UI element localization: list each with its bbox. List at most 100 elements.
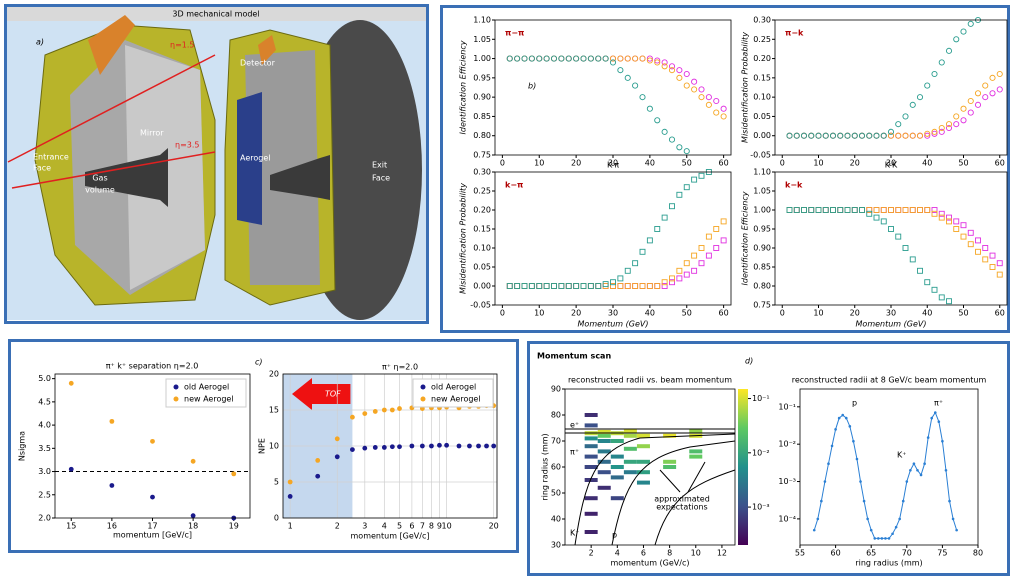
legend-label: old Aerogel	[431, 383, 476, 392]
plot-frame	[494, 19, 732, 156]
y-tick-label: 0.75	[753, 301, 771, 310]
y-tick-label: 5.0	[38, 374, 51, 383]
beam-pipe	[85, 148, 168, 207]
y-axis-label: Misidentification Probability	[741, 32, 750, 143]
x-tick-label: 50	[958, 309, 968, 318]
y-tick-label: 0.25	[473, 187, 491, 196]
annotation: p	[852, 399, 857, 408]
y-tick-label: 10	[269, 442, 279, 451]
marker	[720, 218, 727, 225]
heatmap-cell	[584, 413, 598, 417]
marker	[661, 214, 668, 221]
annotation: K⁺	[570, 529, 579, 538]
marker	[444, 442, 449, 448]
chart-title: π−π	[505, 29, 524, 38]
marker	[654, 117, 661, 124]
arrow	[659, 469, 681, 493]
marker	[869, 528, 873, 532]
marker	[793, 132, 800, 139]
marker	[661, 59, 668, 66]
y-tick-label: 0.25	[753, 35, 771, 44]
heatmap-cell	[610, 439, 624, 443]
marker	[190, 458, 196, 464]
marker	[705, 101, 712, 108]
eta-line	[11, 151, 216, 189]
heatmap-cell	[597, 429, 611, 434]
marker	[713, 226, 720, 232]
marker	[617, 55, 624, 62]
x-tick-label: 30	[886, 309, 896, 318]
marker	[683, 271, 690, 278]
marker	[800, 132, 808, 139]
y-tick-label: 0.85	[753, 263, 771, 272]
x-tick-label: 60	[719, 159, 729, 168]
x-tick-label: 40	[922, 309, 932, 318]
marker	[372, 409, 378, 414]
marker	[624, 55, 631, 62]
marker	[587, 55, 594, 62]
y-axis-label: Misidentification Probability	[459, 183, 468, 294]
marker	[720, 113, 727, 120]
y-tick-label: 20	[269, 370, 279, 379]
marker	[676, 191, 683, 198]
panel-a-title: 3D mechanical model	[172, 10, 259, 19]
x-tick-label: 20	[571, 159, 581, 168]
marker	[109, 483, 115, 488]
x-tick-label: 7	[420, 522, 425, 531]
marker	[822, 207, 829, 213]
marker	[624, 267, 631, 274]
heatmap-cell	[689, 454, 703, 459]
x-tick-label: 10	[691, 549, 701, 558]
marker	[315, 473, 321, 479]
marker	[955, 528, 958, 532]
y-tick-label: 0.15	[753, 73, 771, 82]
marker	[654, 57, 661, 64]
marker	[639, 248, 646, 255]
marker	[873, 132, 880, 139]
marker	[834, 428, 837, 431]
marker	[334, 436, 340, 442]
marker	[880, 218, 887, 225]
marker	[68, 466, 74, 472]
marker	[931, 207, 938, 213]
y-tick-label: 0.20	[473, 206, 491, 215]
marker	[381, 407, 387, 413]
x-axis-label: K-π	[607, 161, 619, 170]
marker	[397, 406, 402, 411]
marker	[506, 55, 513, 62]
eta-line	[7, 54, 216, 163]
heatmap-cell	[584, 511, 598, 516]
y-tick-label: 0.80	[473, 131, 491, 140]
y-tick-label: 10⁻³	[778, 477, 796, 486]
heatmap-cell	[597, 485, 611, 490]
marker	[823, 480, 827, 483]
x-tick-label: 3	[362, 522, 367, 531]
part-label: Entrance	[33, 153, 69, 162]
marker	[938, 210, 945, 217]
plot-frame	[774, 171, 1008, 306]
marker	[884, 537, 887, 540]
y-tick-label: 0.95	[473, 73, 491, 82]
marker	[565, 283, 572, 289]
panel-frame	[8, 339, 519, 553]
legend-box	[165, 378, 247, 408]
marker	[654, 283, 661, 289]
marker	[895, 132, 902, 139]
heatmap-cell	[610, 496, 624, 501]
marker	[975, 248, 981, 255]
marker	[691, 252, 698, 259]
heatmap-cell	[623, 433, 637, 438]
marker	[683, 70, 690, 78]
marker	[880, 132, 887, 139]
marker	[815, 207, 822, 213]
y-tick-label: 0.80	[753, 282, 771, 291]
part-label: Mirror	[140, 129, 164, 138]
marker	[812, 528, 816, 532]
y-tick-label: 60	[551, 463, 561, 472]
y-tick-label: 0.30	[473, 168, 491, 177]
marker	[880, 537, 884, 540]
marker	[668, 136, 676, 143]
marker	[844, 416, 848, 420]
marker	[858, 132, 866, 139]
marker	[866, 132, 873, 139]
